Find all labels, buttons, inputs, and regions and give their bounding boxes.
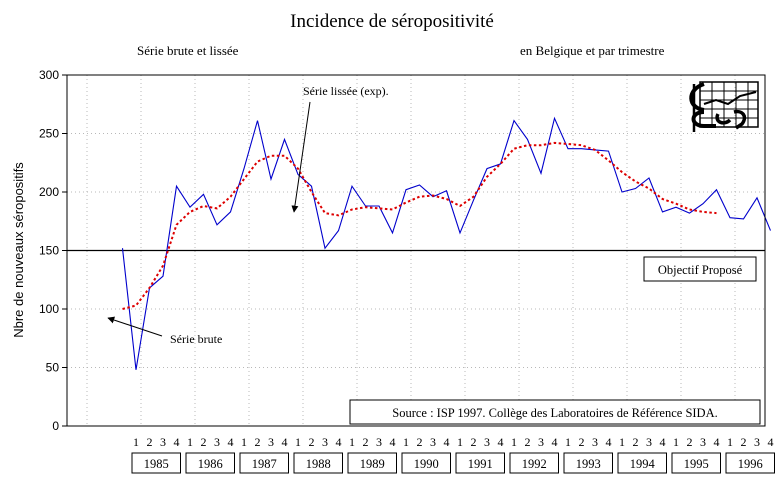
x-tick-label-quarter: 1: [241, 435, 247, 449]
chart-subtitle-left: Série brute et lissée: [137, 43, 239, 58]
x-tick-label-quarter: 2: [633, 435, 639, 449]
x-tick-label-quarter: 3: [376, 435, 382, 449]
y-tick-label: 50: [46, 361, 60, 375]
x-tick-label-quarter: 2: [147, 435, 153, 449]
y-axis-ticks: 0 50 100 150 200 250 300: [39, 68, 67, 433]
x-tick-label-quarter: 4: [660, 435, 666, 449]
x-tick-label-quarter: 2: [525, 435, 531, 449]
annotation-smoothed-label: Série lissée (exp).: [303, 84, 389, 98]
objective-box: Objectif Proposé: [643, 256, 757, 282]
year-box: [671, 452, 721, 474]
x-tick-label-quarter: 1: [727, 435, 733, 449]
grid: [67, 75, 765, 426]
x-tick-label-year: 1987: [252, 457, 277, 471]
x-tick-label-year: 1993: [576, 457, 601, 471]
x-tick-label-quarter: 3: [268, 435, 274, 449]
x-tick-label-quarter: 4: [498, 435, 504, 449]
x-tick-label-quarter: 4: [714, 435, 720, 449]
x-tick-label-year: 1990: [414, 457, 439, 471]
x-tick-label-quarter: 4: [174, 435, 180, 449]
source-box: Source : ISP 1997. Collège des Laboratoi…: [349, 399, 761, 425]
year-box: [563, 452, 613, 474]
x-tick-label-quarter: 1: [133, 435, 139, 449]
chart-title: Incidence de séropositivité: [290, 11, 494, 32]
x-tick-label-year: 1995: [684, 457, 709, 471]
x-tick-label-quarter: 4: [768, 435, 774, 449]
x-tick-label-quarter: 1: [457, 435, 463, 449]
x-tick-label-quarter: 1: [349, 435, 355, 449]
x-tick-label-year: 1989: [360, 457, 385, 471]
source-label: Source : ISP 1997. Collège des Laboratoi…: [392, 406, 718, 420]
year-box: [131, 452, 181, 474]
x-tick-label-quarter: 3: [592, 435, 598, 449]
annotation-raw-arrow: [107, 316, 163, 337]
year-box: [239, 452, 289, 474]
x-tick-label-quarter: 2: [741, 435, 747, 449]
x-tick-label-quarter: 3: [646, 435, 652, 449]
x-tick-label-quarter: 1: [619, 435, 625, 449]
year-box: [347, 452, 397, 474]
x-tick-label-quarter: 3: [160, 435, 166, 449]
x-tick-label-year: 1986: [198, 457, 223, 471]
x-tick-label-quarter: 4: [606, 435, 612, 449]
x-tick-label-quarter: 3: [430, 435, 436, 449]
plot-frame: [66, 74, 766, 427]
x-tick-label-quarter: 2: [417, 435, 423, 449]
x-tick-label-year: 1994: [630, 457, 656, 471]
x-tick-label-quarter: 3: [214, 435, 220, 449]
x-tick-label-quarter: 1: [511, 435, 517, 449]
x-tick-label-quarter: 2: [255, 435, 261, 449]
annotation-smoothed-arrow: [291, 101, 311, 213]
x-tick-label-year: 1985: [144, 457, 169, 471]
x-tick-label-quarter: 4: [390, 435, 396, 449]
y-tick-label: 250: [39, 127, 59, 141]
x-tick-label-quarter: 2: [201, 435, 207, 449]
x-tick-label-year: 1988: [306, 457, 331, 471]
y-tick-label: 200: [39, 185, 59, 199]
year-box: [725, 452, 775, 474]
chart-subtitle-right: en Belgique et par trimestre: [520, 43, 665, 58]
x-tick-label-quarter: 4: [444, 435, 450, 449]
x-tick-label-quarter: 2: [309, 435, 315, 449]
year-box: [293, 452, 343, 474]
series-lissee-line: [122, 141, 717, 310]
x-tick-label-quarter: 2: [471, 435, 477, 449]
y-axis-label: Nbre de nouveaux séropositifs: [11, 162, 26, 338]
x-tick-label-quarter: 4: [552, 435, 558, 449]
series-brute-line: [121, 116, 772, 370]
x-tick-label-quarter: 2: [363, 435, 369, 449]
x-tick-label-quarter: 2: [579, 435, 585, 449]
y-tick-label: 150: [39, 244, 59, 258]
x-tick-label-quarter: 1: [565, 435, 571, 449]
x-tick-label-quarter: 3: [700, 435, 706, 449]
x-tick-label-quarter: 3: [322, 435, 328, 449]
y-tick-label: 300: [39, 68, 59, 82]
year-box: [455, 452, 505, 474]
year-box: [509, 452, 559, 474]
x-tick-label-quarter: 3: [754, 435, 760, 449]
x-tick-label-quarter: 1: [403, 435, 409, 449]
x-tick-label-quarter: 3: [484, 435, 490, 449]
iesp-logo: [689, 81, 759, 132]
annotation-raw-label: Série brute: [170, 332, 222, 346]
x-tick-label-year: 1996: [738, 457, 763, 471]
year-box: [185, 452, 235, 474]
year-box: [617, 452, 667, 474]
x-tick-label-quarter: 1: [295, 435, 301, 449]
x-tick-label-quarter: 1: [187, 435, 193, 449]
year-box: [401, 452, 451, 474]
x-tick-label-quarter: 2: [687, 435, 693, 449]
x-tick-label-quarter: 1: [673, 435, 679, 449]
x-tick-label-year: 1991: [468, 457, 493, 471]
x-tick-label-year: 1992: [522, 457, 547, 471]
y-tick-label: 100: [39, 302, 59, 316]
x-tick-label-quarter: 4: [336, 435, 342, 449]
x-tick-label-quarter: 4: [282, 435, 288, 449]
objective-label: Objectif Proposé: [658, 263, 743, 277]
x-tick-label-quarter: 4: [228, 435, 234, 449]
x-tick-label-quarter: 3: [538, 435, 544, 449]
y-tick-label: 0: [52, 419, 59, 433]
